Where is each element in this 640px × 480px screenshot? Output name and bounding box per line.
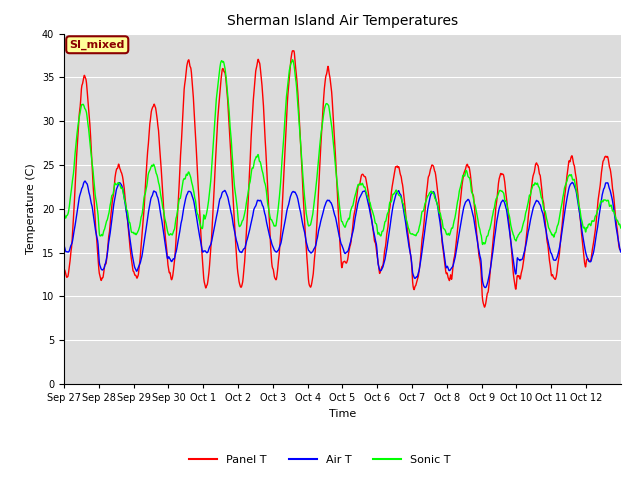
- Sonic T: [542, 212, 550, 217]
- Air T: [81, 178, 89, 184]
- Air T: [542, 227, 550, 232]
- Sonic T: [609, 208, 617, 214]
- Title: Sherman Island Air Temperatures: Sherman Island Air Temperatures: [227, 14, 458, 28]
- Line: Panel T: Panel T: [64, 51, 621, 307]
- Air T: [116, 180, 124, 186]
- Panel T: [60, 266, 68, 272]
- Panel T: [236, 282, 244, 288]
- Panel T: [116, 165, 124, 171]
- Sonic T: [511, 236, 518, 241]
- Sonic T: [60, 212, 68, 217]
- Air T: [481, 285, 489, 290]
- Panel T: [290, 48, 298, 54]
- Text: SI_mixed: SI_mixed: [70, 40, 125, 50]
- Panel T: [511, 279, 518, 285]
- Legend: Panel T, Air T, Sonic T: Panel T, Air T, Sonic T: [185, 451, 455, 469]
- Air T: [236, 249, 244, 255]
- Line: Sonic T: Sonic T: [64, 60, 621, 244]
- X-axis label: Time: Time: [329, 408, 356, 419]
- Air T: [609, 203, 617, 209]
- Panel T: [617, 248, 625, 253]
- Y-axis label: Temperature (C): Temperature (C): [26, 163, 36, 254]
- Panel T: [609, 190, 617, 196]
- Air T: [511, 265, 518, 271]
- Sonic T: [236, 224, 244, 229]
- Air T: [60, 243, 68, 249]
- Panel T: [376, 270, 384, 276]
- Sonic T: [479, 241, 486, 247]
- Air T: [376, 268, 384, 274]
- Sonic T: [376, 232, 384, 238]
- Sonic T: [617, 225, 625, 231]
- Sonic T: [289, 57, 296, 62]
- Panel T: [481, 304, 488, 310]
- Sonic T: [116, 181, 124, 187]
- Air T: [617, 249, 625, 255]
- Line: Air T: Air T: [64, 181, 621, 288]
- Panel T: [542, 225, 550, 230]
